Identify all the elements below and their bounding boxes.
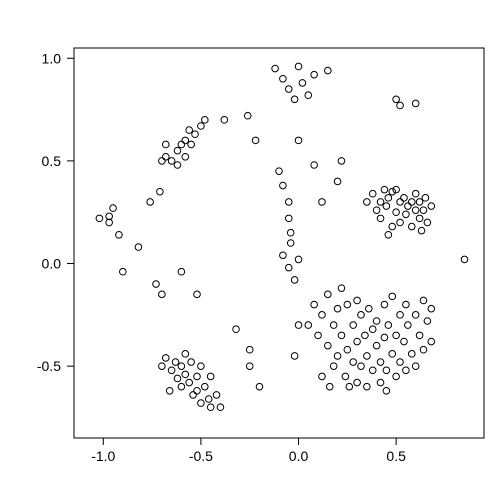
chart-bg xyxy=(0,0,504,504)
chart-svg: -1.0 -0.5 0.0 0.5 -0.5 0.0 0.5 1.0 xyxy=(0,0,504,504)
y-tick-label: 0.0 xyxy=(42,256,62,272)
x-tick-label: 0.0 xyxy=(289,448,309,464)
scatter-chart: -1.0 -0.5 0.0 0.5 -0.5 0.0 0.5 1.0 xyxy=(0,0,504,504)
x-tick-label: -0.5 xyxy=(189,448,213,464)
y-tick-label: 0.5 xyxy=(42,153,62,169)
x-tick-label: 0.5 xyxy=(386,448,406,464)
x-tick-label: -1.0 xyxy=(91,448,115,464)
y-tick-label: 1.0 xyxy=(42,50,62,66)
y-tick-label: -0.5 xyxy=(37,358,61,374)
